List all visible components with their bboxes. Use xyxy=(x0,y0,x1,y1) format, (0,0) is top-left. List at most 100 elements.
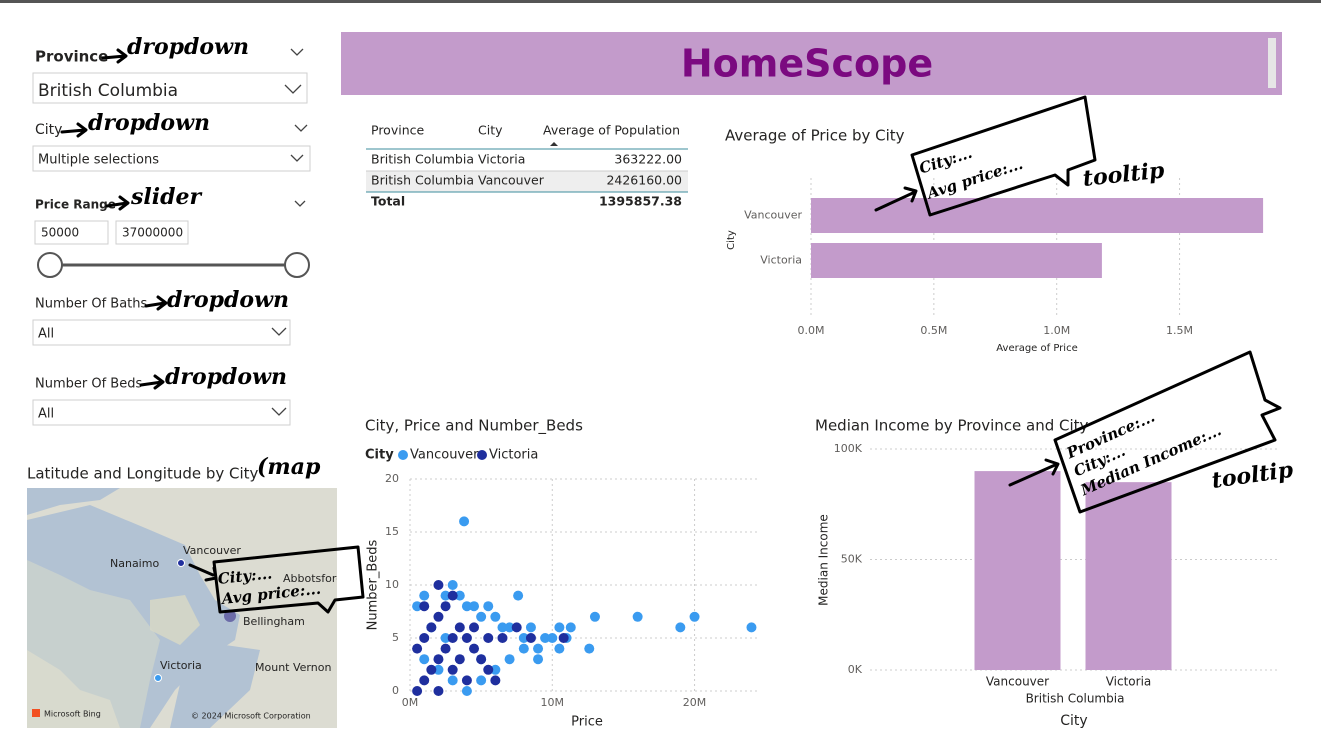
range-input[interactable] xyxy=(34,220,109,245)
range-min[interactable]: 50000 xyxy=(41,226,79,240)
bar[interactable] xyxy=(811,243,1102,278)
point[interactable] xyxy=(547,633,558,643)
point[interactable] xyxy=(554,643,565,654)
point[interactable] xyxy=(461,601,472,612)
point[interactable] xyxy=(454,590,465,601)
point[interactable] xyxy=(476,654,487,665)
point[interactable] xyxy=(476,611,487,622)
point[interactable] xyxy=(419,601,430,612)
point[interactable] xyxy=(433,654,444,665)
point[interactable] xyxy=(584,643,595,654)
chevron[interactable] xyxy=(290,154,304,162)
point[interactable] xyxy=(459,516,470,527)
point[interactable] xyxy=(476,675,487,686)
point[interactable] xyxy=(440,643,451,654)
point[interactable] xyxy=(689,611,700,622)
point[interactable] xyxy=(525,633,536,643)
bar[interactable] xyxy=(974,471,1061,670)
slider-handle[interactable] xyxy=(37,252,63,278)
legend-label[interactable]: Vancouver xyxy=(410,448,479,463)
point[interactable] xyxy=(558,633,569,643)
point[interactable] xyxy=(483,633,494,643)
chevron[interactable] xyxy=(294,200,306,207)
point[interactable] xyxy=(447,633,458,643)
point[interactable] xyxy=(419,675,430,686)
point[interactable] xyxy=(540,633,551,643)
point[interactable] xyxy=(490,675,501,686)
point[interactable] xyxy=(497,622,508,633)
point[interactable] xyxy=(433,686,444,696)
dropdown[interactable] xyxy=(32,399,291,426)
scrollbar[interactable] xyxy=(1268,38,1276,88)
point[interactable] xyxy=(589,611,600,622)
point[interactable] xyxy=(447,664,458,675)
map-point[interactable] xyxy=(177,559,185,567)
point[interactable] xyxy=(483,601,494,612)
point[interactable] xyxy=(554,622,565,633)
point[interactable] xyxy=(469,622,480,633)
point[interactable] xyxy=(518,633,529,643)
point[interactable] xyxy=(419,590,430,601)
point[interactable] xyxy=(746,622,757,633)
point[interactable] xyxy=(447,580,458,590)
dropdown-value[interactable]: Multiple selections xyxy=(38,153,159,168)
point[interactable] xyxy=(497,633,508,643)
column-header[interactable]: Average of Population xyxy=(543,123,680,138)
point[interactable] xyxy=(483,664,494,675)
point[interactable] xyxy=(461,686,472,696)
chevron[interactable] xyxy=(271,327,287,336)
point[interactable] xyxy=(412,643,423,654)
bar[interactable] xyxy=(1085,482,1172,670)
dropdown-value[interactable]: All xyxy=(38,327,54,342)
point[interactable] xyxy=(454,622,465,633)
slider-handle[interactable] xyxy=(284,252,310,278)
point[interactable] xyxy=(565,622,576,633)
range-input[interactable] xyxy=(115,220,189,245)
dropdown[interactable] xyxy=(32,72,308,104)
point[interactable] xyxy=(461,633,472,643)
point[interactable] xyxy=(461,675,472,686)
point[interactable] xyxy=(433,664,444,675)
point[interactable] xyxy=(447,675,458,686)
point[interactable] xyxy=(440,590,451,601)
point[interactable] xyxy=(533,654,544,665)
point[interactable] xyxy=(419,633,430,643)
point[interactable] xyxy=(440,633,451,643)
point[interactable] xyxy=(504,622,515,633)
column-header[interactable]: City xyxy=(478,123,503,138)
dropdown[interactable] xyxy=(32,145,311,172)
point[interactable] xyxy=(412,601,423,612)
point[interactable] xyxy=(454,654,465,665)
point[interactable] xyxy=(675,622,686,633)
dropdown-value[interactable]: All xyxy=(38,407,54,422)
point[interactable] xyxy=(426,622,437,633)
point[interactable] xyxy=(426,664,437,675)
chevron[interactable] xyxy=(294,124,308,132)
point[interactable] xyxy=(412,686,423,696)
legend-label[interactable]: Victoria xyxy=(489,448,538,463)
range-max[interactable]: 37000000 xyxy=(122,226,183,240)
point[interactable] xyxy=(440,601,451,612)
point[interactable] xyxy=(419,654,430,665)
point[interactable] xyxy=(504,654,515,665)
point[interactable] xyxy=(533,643,544,654)
map-point[interactable] xyxy=(154,674,162,682)
point[interactable] xyxy=(511,622,522,633)
point[interactable] xyxy=(433,611,444,622)
dropdown-value[interactable]: British Columbia xyxy=(38,81,178,101)
point[interactable] xyxy=(469,643,480,654)
dropdown[interactable] xyxy=(32,319,291,346)
bar[interactable] xyxy=(811,198,1264,233)
chevron[interactable] xyxy=(284,84,302,94)
point[interactable] xyxy=(490,611,501,622)
map[interactable]: Nanaimo Vancouver Abbotsford Bellingham … xyxy=(27,488,343,728)
point[interactable] xyxy=(447,590,458,601)
chevron[interactable] xyxy=(271,407,287,416)
point[interactable] xyxy=(513,590,524,601)
point[interactable] xyxy=(490,664,501,675)
point[interactable] xyxy=(469,601,480,612)
point[interactable] xyxy=(433,580,444,590)
point[interactable] xyxy=(632,611,643,622)
chevron[interactable] xyxy=(290,48,304,56)
column-header[interactable]: Province xyxy=(371,123,424,138)
